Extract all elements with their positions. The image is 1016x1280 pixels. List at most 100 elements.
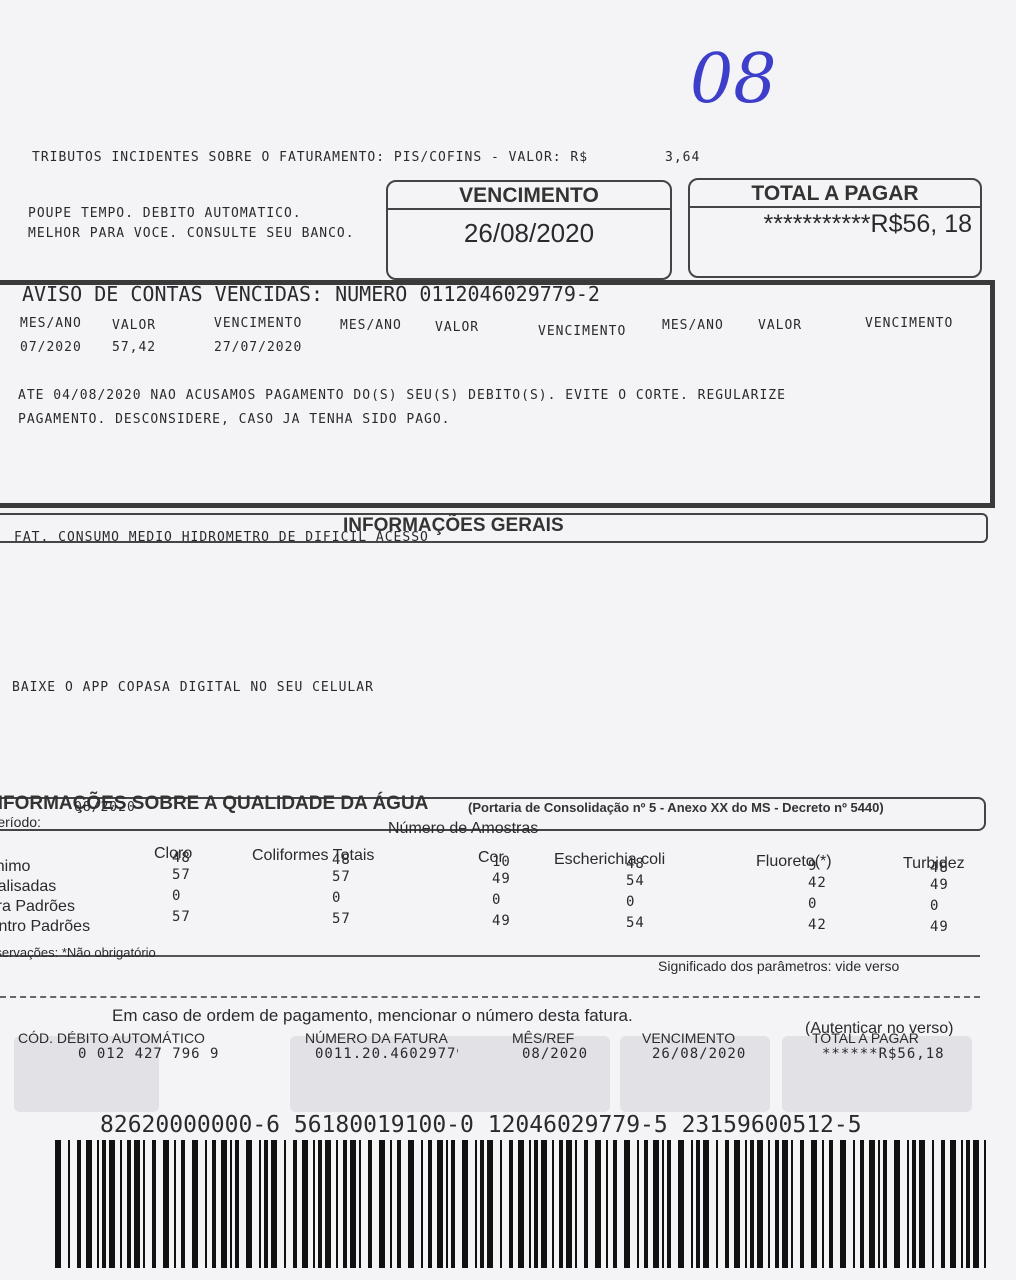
- aviso-header: VENCIMENTO: [214, 316, 303, 331]
- barcode-bar: [811, 1140, 817, 1268]
- barcode-bar: [584, 1140, 588, 1268]
- barcode-bar: [318, 1140, 322, 1268]
- barcode-bar: [932, 1140, 934, 1268]
- aviso-header: VALOR: [112, 318, 157, 333]
- barcode-bar: [919, 1140, 925, 1268]
- barcode-bar: [606, 1140, 608, 1268]
- barcode: [55, 1140, 986, 1268]
- barcode-bar: [566, 1140, 572, 1268]
- barcode-bar: [575, 1140, 577, 1268]
- barcode-bar: [475, 1140, 477, 1268]
- qualidade-bar: [0, 797, 986, 831]
- barcode-bar: [264, 1140, 268, 1268]
- barcode-bar: [408, 1140, 414, 1268]
- barcode-bar: [894, 1140, 900, 1268]
- barcode-bar: [359, 1140, 361, 1268]
- barcode-bar: [840, 1140, 846, 1268]
- cell: 49: [930, 877, 949, 893]
- stub-instruction: Em caso de ordem de pagamento, mencionar…: [112, 1006, 633, 1025]
- barcode-bar: [368, 1140, 372, 1268]
- aviso-cell: 57,42: [112, 340, 157, 355]
- cut-line: [0, 996, 980, 998]
- barcode-bar: [653, 1140, 659, 1268]
- parameter-label: Fluoreto(*): [756, 853, 832, 870]
- barcode-bar: [775, 1140, 779, 1268]
- barcode-bar: [284, 1140, 286, 1268]
- barcode-bar: [221, 1140, 227, 1268]
- vencimento-box: VENCIMENTO 26/08/2020: [386, 180, 672, 280]
- barcode-bar: [644, 1140, 648, 1268]
- barcode-bar: [860, 1140, 864, 1268]
- barcode-bar: [541, 1140, 547, 1268]
- barcode-bar: [829, 1140, 833, 1268]
- barcode-digits: 82620000000-6 56180019100-0 12046029779-…: [100, 1112, 862, 1138]
- barcode-bar: [192, 1140, 198, 1268]
- barcode-bar: [86, 1140, 92, 1268]
- stub-field-value: 0 012 427 796 9: [78, 1046, 220, 1062]
- row-label: Fora Padrões: [0, 898, 75, 915]
- barcode-bar: [716, 1140, 718, 1268]
- total-label: TOTAL A PAGAR: [690, 182, 980, 208]
- barcode-bar: [55, 1140, 61, 1268]
- barcode-bar: [97, 1140, 99, 1268]
- barcode-bar: [343, 1140, 347, 1268]
- barcode-bar: [313, 1140, 315, 1268]
- significado: Significado dos parâmetros: vide verso: [658, 958, 900, 974]
- barcode-bar: [745, 1140, 747, 1268]
- barcode-bar: [235, 1140, 239, 1268]
- barcode-bar: [534, 1140, 538, 1268]
- barcode-bar: [907, 1140, 909, 1268]
- barcode-bar: [77, 1140, 81, 1268]
- cell: 42: [808, 875, 827, 891]
- barcode-bar: [791, 1140, 793, 1268]
- barcode-bar: [134, 1140, 140, 1268]
- tributos-label: TRIBUTOS INCIDENTES SOBRE O FATURAMENTO:…: [32, 150, 589, 165]
- barcode-bar: [293, 1140, 297, 1268]
- barcode-bar: [552, 1140, 554, 1268]
- barcode-bar: [259, 1140, 261, 1268]
- barcode-bar: [437, 1140, 443, 1268]
- cell: 48: [626, 856, 645, 872]
- aviso-message: PAGAMENTO. DESCONSIDERE, CASO JA TENHA S…: [18, 412, 451, 427]
- parameter-label: Cloro: [154, 845, 193, 862]
- barcode-bar: [127, 1140, 131, 1268]
- barcode-bar: [518, 1140, 524, 1268]
- row-label: Dentro Padrões: [0, 918, 91, 935]
- barcode-bar: [120, 1140, 122, 1268]
- cell: 57: [172, 909, 191, 925]
- barcode-bar: [941, 1140, 945, 1268]
- barcode-bar: [912, 1140, 916, 1268]
- info-gerais-title: INFORMAÇÕES GERAIS: [343, 515, 564, 536]
- barcode-bar: [487, 1140, 493, 1268]
- barcode-bar: [230, 1140, 232, 1268]
- barcode-bar: [878, 1140, 880, 1268]
- barcode-bar: [68, 1140, 70, 1268]
- cell: 57: [332, 911, 351, 927]
- cell: 0: [492, 892, 502, 908]
- row-label: Analisadas: [0, 878, 57, 895]
- barcode-bar: [725, 1140, 729, 1268]
- cell: 10: [492, 854, 511, 870]
- barcode-bar: [678, 1140, 684, 1268]
- cell: 0: [808, 896, 818, 912]
- barcode-bar: [271, 1140, 277, 1268]
- aviso-header: MES/ANO: [20, 316, 82, 331]
- barcode-bar: [800, 1140, 804, 1268]
- barcode-bar: [174, 1140, 176, 1268]
- stub-field-box: [782, 1036, 972, 1112]
- barcode-bar: [212, 1140, 216, 1268]
- barcode-bar: [637, 1140, 639, 1268]
- stub-field-value: 26/08/2020: [652, 1046, 747, 1062]
- tributos-value: 3,64: [665, 150, 701, 165]
- barcode-bar: [734, 1140, 740, 1268]
- barcode-bar: [246, 1140, 252, 1268]
- barcode-bar: [768, 1140, 770, 1268]
- barcode-bar: [428, 1140, 432, 1268]
- barcode-bar: [480, 1140, 484, 1268]
- barcode-bar: [446, 1140, 448, 1268]
- cell: 48: [332, 852, 351, 868]
- cell: 0: [332, 890, 342, 906]
- barcode-bar: [181, 1140, 185, 1268]
- qualidade-title: INFORMAÇÕES SOBRE A QUALIDADE DA ÁGUA: [0, 793, 429, 814]
